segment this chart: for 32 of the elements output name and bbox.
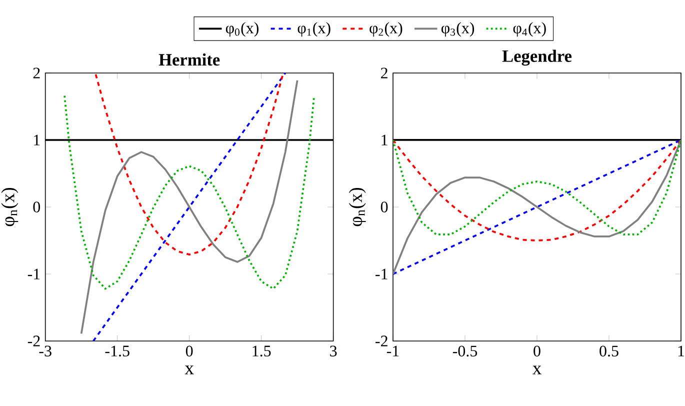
- y-tick-label: 1: [382, 134, 388, 146]
- legend-label: φ$_{1}$(x): [298, 22, 330, 37]
- y-axis-title: φ$_{n}$(x): [1, 188, 18, 226]
- x-tick-label: 3: [330, 346, 337, 356]
- y-tick-label: -1: [28, 268, 40, 280]
- y-tick-label: 2: [33, 68, 40, 78]
- x-tick-label: -1.5: [105, 346, 130, 356]
- line-series: [94, 73, 284, 256]
- legend-label: φ$_{4}$(x): [513, 22, 546, 37]
- y-axis-title: φ$_{n}$(x): [348, 188, 366, 226]
- x-tick-label: -0.5: [452, 346, 478, 357]
- x-tick-label: 0: [186, 346, 193, 356]
- x-axis-title: x: [184, 366, 194, 374]
- y-tick-label: -2: [376, 336, 388, 346]
- y-tick-label: -2: [28, 336, 40, 346]
- chart-title: Legendre: [502, 50, 572, 66]
- legend-label: φ$_{2}$(x): [370, 22, 402, 37]
- y-tick-label: 1: [34, 134, 40, 146]
- x-tick-label: -3: [39, 346, 52, 356]
- x-tick-label: 1: [678, 346, 684, 356]
- x-tick-label: 1.5: [252, 346, 271, 356]
- x-tick-label: 0: [534, 346, 540, 356]
- y-tick-label: 2: [381, 68, 388, 78]
- y-tick-label: 0: [33, 202, 40, 212]
- x-tick-label: 0.5: [600, 346, 618, 357]
- x-axis-title: x: [532, 366, 542, 374]
- y-tick-label: -1: [376, 268, 388, 280]
- legend-label: φ$_{3}$(x): [441, 22, 474, 37]
- chart-title: Hermite: [158, 53, 220, 66]
- line-series: [64, 94, 316, 290]
- legend-label: φ$_{0}$(x): [226, 22, 258, 37]
- y-tick-label: 0: [380, 202, 388, 212]
